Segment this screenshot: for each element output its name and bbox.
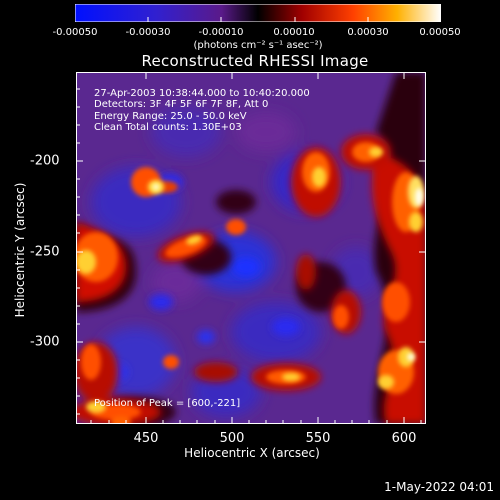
y-tick-label: -250	[30, 244, 60, 260]
y-tick-label: -300	[30, 334, 60, 350]
peak-position-label: Position of Peak = [600,-221]	[94, 398, 241, 409]
colorbar	[75, 4, 441, 22]
obs-time-range: 27-Apr-2003 10:38:44.000 to 10:40:20.000	[94, 88, 310, 99]
render-timestamp: 1-May-2022 04:01	[384, 480, 494, 494]
clean-total-counts-line: Clean Total counts: 1.30E+03	[94, 122, 242, 133]
detectors-line: Detectors: 3F 4F 5F 6F 7F 8F, Att 0	[94, 99, 269, 110]
energy-range-line: Energy Range: 25.0 - 50.0 keV	[94, 111, 247, 122]
x-tick-label: 550	[305, 431, 331, 446]
x-axis-label: Heliocentric X (arcsec)	[184, 446, 320, 460]
y-axis-label: Heliocentric Y (arcsec)	[13, 182, 27, 318]
colorbar-tick: -0.00030	[125, 27, 171, 38]
colorbar-tick: 0.00030	[347, 27, 389, 38]
x-tick-label: 600	[391, 431, 417, 446]
colorbar-tick: -0.00050	[52, 27, 98, 38]
colorbar-tick: 0.00050	[419, 27, 461, 38]
plot-title: Reconstructed RHESSI Image	[141, 52, 369, 70]
colorbar-tick: -0.00010	[198, 27, 244, 38]
rhessi-image	[76, 72, 426, 424]
colorbar-unit: (photons cm⁻² s⁻¹ asec⁻²)	[193, 40, 323, 51]
y-tick-label: -200	[30, 153, 60, 169]
x-tick-label: 500	[219, 431, 245, 446]
x-tick-label: 450	[133, 431, 159, 446]
colorbar-tick: 0.00010	[273, 27, 315, 38]
